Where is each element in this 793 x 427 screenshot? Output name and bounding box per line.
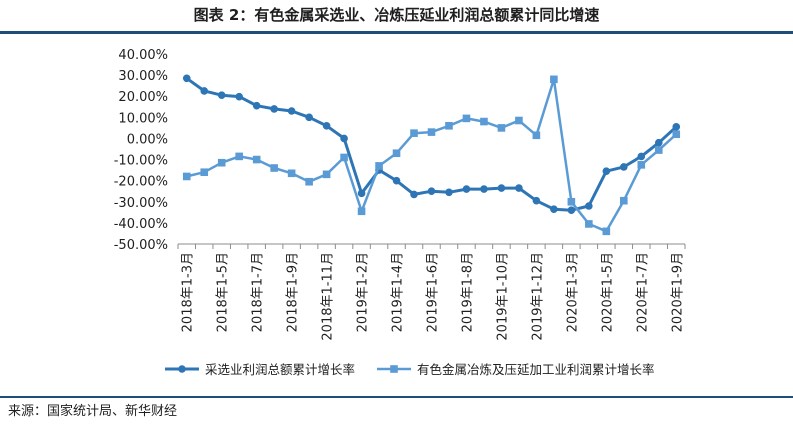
- chart-title: 图表 2：有色金属采选业、冶炼压延业利润总额累计同比增速: [193, 6, 600, 24]
- data-point-series-2: [305, 177, 313, 186]
- data-point-series-1: [427, 187, 436, 196]
- y-tick-label: -40.00%: [114, 217, 168, 232]
- x-tick-label: 2018年1-9月: [286, 252, 301, 332]
- y-tick-label: -10.00%: [114, 154, 168, 169]
- x-tick-label: 2019年1-8月: [460, 252, 475, 332]
- data-point-series-1: [392, 176, 401, 185]
- y-tick-label: 40.00%: [118, 48, 168, 63]
- data-point-series-1: [235, 92, 243, 101]
- data-point-series-1: [672, 123, 681, 131]
- data-point-series-1: [270, 105, 278, 113]
- data-point-series-1: [287, 107, 296, 115]
- data-point-series-2: [375, 162, 383, 170]
- source-rule: [0, 396, 793, 398]
- data-point-series-1: [357, 189, 366, 198]
- data-point-series-1: [182, 74, 191, 83]
- x-tick-label: 2020年1-7月: [635, 252, 650, 332]
- x-tick-label: 2019年1-10月: [495, 252, 510, 341]
- data-point-series-2: [480, 117, 488, 126]
- series-group: [182, 74, 681, 236]
- y-tick-label: 10.00%: [118, 111, 168, 126]
- x-tick-label: 2019年1-2月: [356, 252, 371, 332]
- data-point-series-2: [515, 116, 523, 125]
- legend-marker-1: [178, 365, 186, 373]
- data-point-series-2: [620, 196, 628, 205]
- data-point-series-1: [585, 202, 593, 210]
- legend-label-2: 有色金属冶炼及压延加工业利润累计增长率: [417, 362, 655, 377]
- data-point-series-1: [410, 190, 418, 199]
- data-point-series-1: [654, 138, 663, 147]
- legend: 采选业利润总额累计增长率 有色金属冶炼及压延加工业利润累计增长率: [165, 362, 655, 377]
- data-point-series-1: [252, 101, 261, 110]
- y-tick-label: 30.00%: [118, 69, 168, 84]
- x-tick-label: 2018年1-11月: [321, 252, 336, 341]
- x-tick-label: 2019年1-6月: [426, 252, 441, 332]
- x-tick-label: 2020年1-5月: [600, 252, 615, 332]
- data-point-series-2: [585, 220, 593, 228]
- data-point-series-2: [287, 169, 296, 178]
- data-point-series-1: [550, 205, 558, 213]
- x-tick-label: 2019年1-4月: [391, 252, 406, 332]
- y-axis: 40.00% 30.00% 20.00% 10.00% 0.00% -10.00% -20.…: [114, 48, 168, 253]
- data-point-series-2: [602, 227, 611, 236]
- data-point-series-2: [462, 114, 471, 123]
- data-point-series-2: [532, 131, 541, 140]
- x-tick-label: 2020年1-9月: [670, 252, 685, 332]
- data-point-series-1: [480, 185, 488, 193]
- x-tick-label: 2020年1-3月: [565, 252, 580, 332]
- x-tick-label: 2018年1-7月: [251, 252, 266, 332]
- series-line-2: [186, 78, 678, 233]
- data-point-series-1: [497, 184, 506, 192]
- line-chart: 40.00% 30.00% 20.00% 10.00% 0.00% -10.00% -20.…: [114, 48, 686, 377]
- data-point-series-2: [340, 153, 348, 162]
- data-point-series-2: [550, 75, 558, 84]
- data-point-series-1: [445, 188, 453, 197]
- title-rule: [0, 31, 793, 34]
- source-note: 来源：国家统计局、新华财经: [8, 404, 178, 419]
- data-point-series-2: [637, 161, 646, 169]
- data-point-series-2: [252, 155, 261, 164]
- data-point-series-2: [200, 168, 209, 177]
- data-point-series-2: [497, 124, 506, 132]
- data-point-series-1: [340, 134, 348, 143]
- y-tick-label: -30.00%: [114, 196, 168, 211]
- data-point-series-2: [410, 129, 418, 137]
- x-tick-label: 2019年1-12月: [530, 252, 545, 341]
- data-point-series-1: [532, 196, 541, 205]
- data-point-series-2: [270, 164, 278, 172]
- data-point-series-2: [445, 121, 453, 130]
- y-tick-label: 0.00%: [127, 132, 168, 147]
- data-point-series-1: [602, 167, 611, 175]
- data-point-series-1: [620, 163, 628, 171]
- data-point-series-1: [515, 184, 523, 192]
- data-point-series-1: [322, 121, 331, 130]
- y-tick-label: -20.00%: [114, 175, 168, 190]
- data-point-series-2: [235, 152, 243, 161]
- data-point-series-2: [357, 207, 366, 216]
- data-point-series-1: [462, 185, 471, 193]
- x-tick-label: 2018年1-3月: [181, 252, 196, 332]
- data-point-series-2: [217, 158, 226, 167]
- x-tick-label: 2018年1-5月: [216, 252, 231, 332]
- legend-marker-2: [390, 365, 398, 373]
- x-axis: 2018年1-3月 2018年1-5月 2018年1-7月 2018年1-9月 2018…: [177, 243, 686, 341]
- legend-label-1: 采选业利润总额累计增长率: [205, 362, 355, 377]
- data-point-series-2: [322, 170, 331, 179]
- data-point-series-2: [427, 128, 436, 136]
- data-point-series-1: [637, 152, 646, 161]
- data-point-series-1: [217, 91, 226, 99]
- data-point-series-2: [654, 146, 663, 154]
- data-point-series-1: [200, 87, 209, 95]
- data-point-series-2: [182, 172, 191, 181]
- data-point-series-2: [567, 197, 576, 206]
- data-point-series-2: [392, 149, 401, 158]
- data-point-series-1: [567, 206, 576, 215]
- y-tick-label: 20.00%: [118, 90, 168, 105]
- y-tick-label: -50.00%: [114, 238, 168, 253]
- data-point-series-1: [305, 113, 313, 122]
- data-point-series-2: [672, 130, 681, 139]
